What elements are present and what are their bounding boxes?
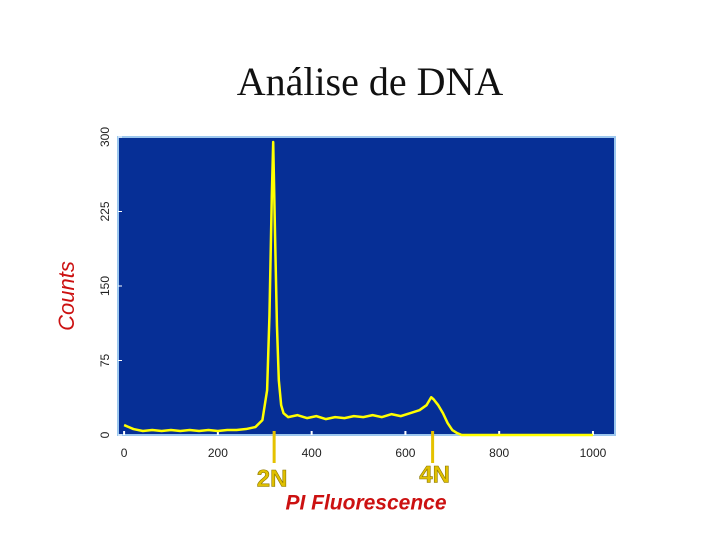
annotation-label: 4N xyxy=(419,461,450,488)
y-tick-label: 300 xyxy=(98,127,112,147)
x-tick-label: 800 xyxy=(489,446,509,460)
x-tick-label: 600 xyxy=(395,446,415,460)
x-tick-label: 0 xyxy=(121,446,128,460)
y-tick-label: 225 xyxy=(98,201,112,221)
y-axis-label: Counts xyxy=(54,261,79,331)
y-tick-label: 0 xyxy=(98,431,112,438)
x-tick-label: 1000 xyxy=(580,446,607,460)
plot-area xyxy=(117,136,616,436)
y-tick-label: 75 xyxy=(98,354,112,368)
x-tick-label: 400 xyxy=(302,446,322,460)
y-tick-label: 150 xyxy=(98,276,112,296)
x-tick-label: 200 xyxy=(208,446,228,460)
annotation-label: 2N xyxy=(257,465,288,492)
chart-title: Análise de DNA xyxy=(237,59,504,104)
x-axis-label: PI Fluorescence xyxy=(285,492,446,515)
histogram-line xyxy=(123,140,593,437)
